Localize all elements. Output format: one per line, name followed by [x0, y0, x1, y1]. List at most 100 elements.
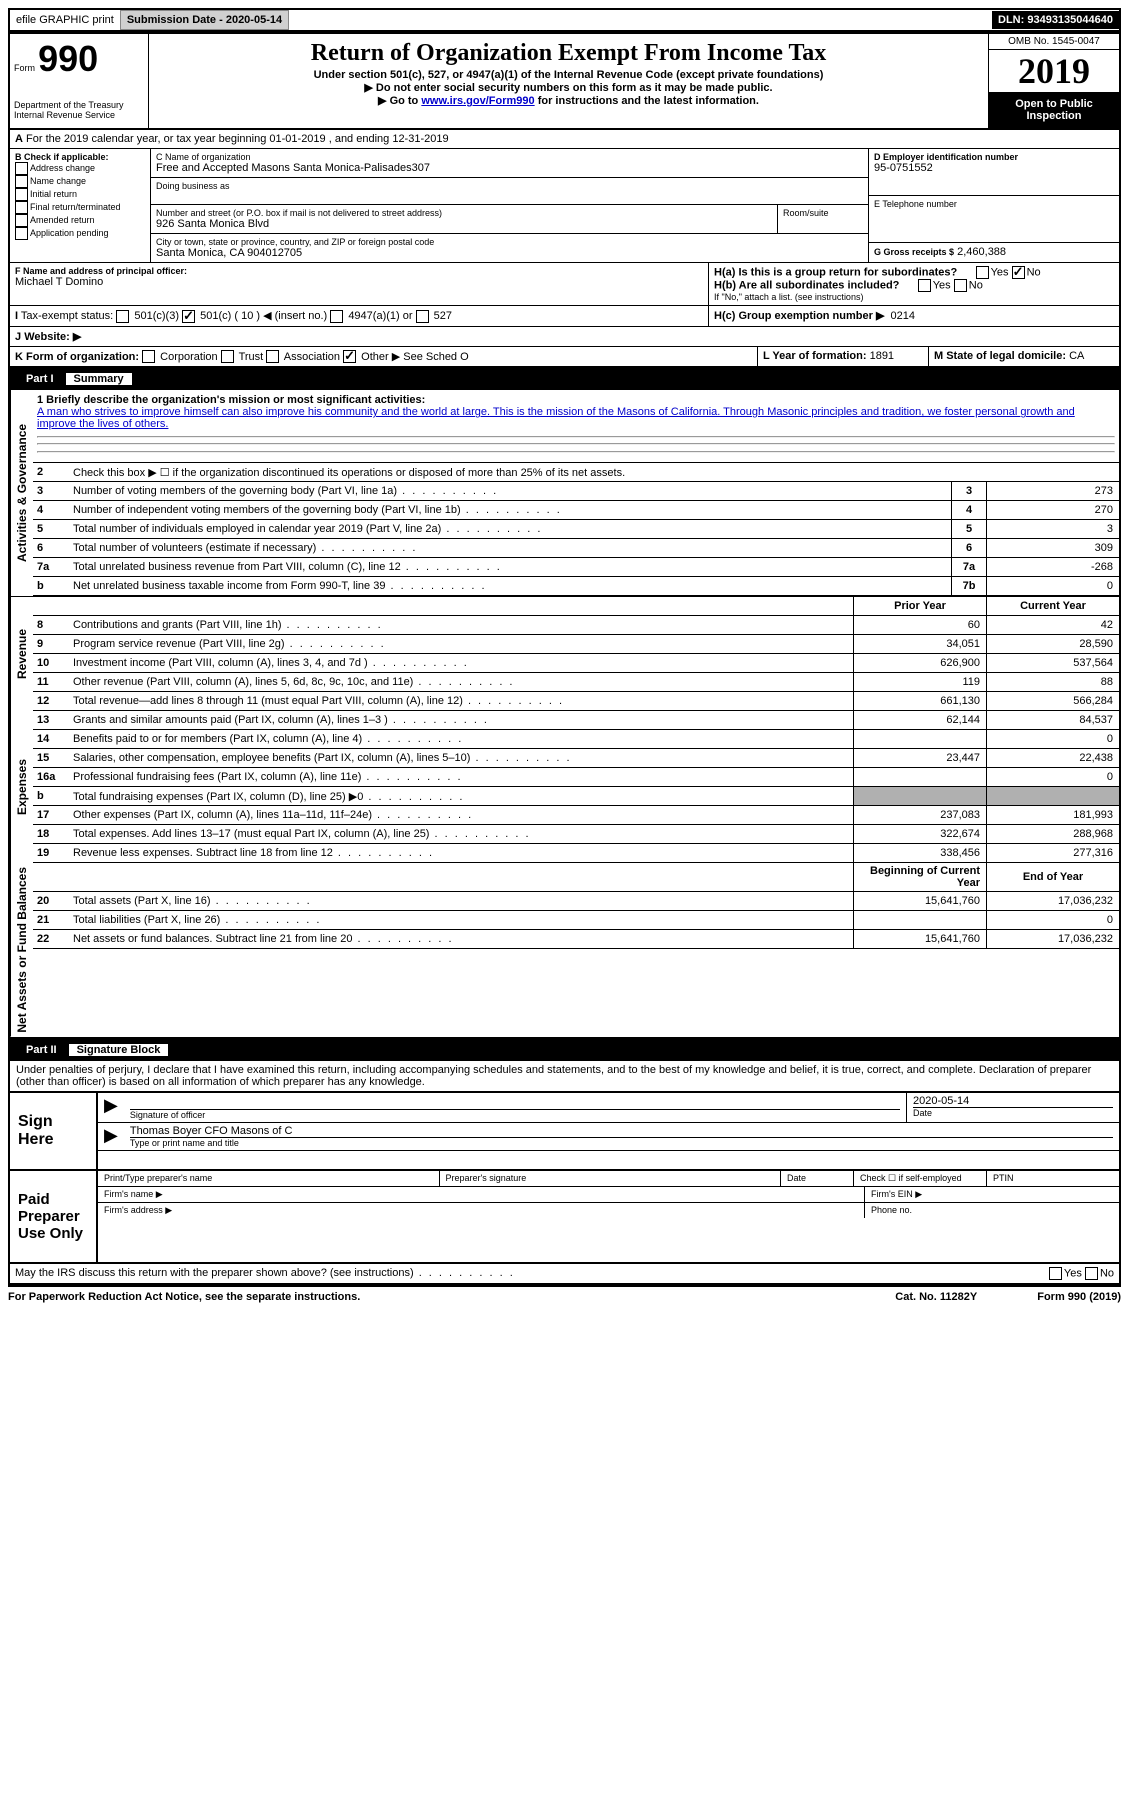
pp-date-label: Date — [781, 1171, 854, 1186]
subtitle-2: ▶ Do not enter social security numbers o… — [153, 81, 984, 94]
efile-label: efile GRAPHIC print — [10, 11, 120, 29]
expenses-section: Expenses 13Grants and similar amounts pa… — [8, 711, 1121, 863]
other-cb[interactable] — [343, 350, 356, 363]
summary-row: bTotal fundraising expenses (Part IX, co… — [33, 787, 1119, 806]
pp-name-label: Print/Type preparer's name — [98, 1171, 440, 1186]
summary-row: 21Total liabilities (Part X, line 26)0 — [33, 911, 1119, 930]
summary-row: 8Contributions and grants (Part VIII, li… — [33, 616, 1119, 635]
group-no-cb[interactable] — [1012, 266, 1025, 279]
goto-prefix: ▶ Go to — [378, 95, 421, 107]
sub-no-cb[interactable] — [954, 279, 967, 292]
summary-row: 9Program service revenue (Part VIII, lin… — [33, 635, 1119, 654]
amended-cb[interactable] — [15, 214, 28, 227]
arrow-icon: ▶ — [98, 1123, 124, 1150]
form-label: Form — [14, 63, 35, 73]
irs-link[interactable]: www.irs.gov/Form990 — [421, 95, 534, 107]
city-label: City or town, state or province, country… — [156, 237, 863, 247]
summary-row: 20Total assets (Part X, line 16)15,641,7… — [33, 892, 1119, 911]
501c-cb[interactable] — [182, 310, 195, 323]
col-header-row: Revenue Prior Year Current Year 8Contrib… — [8, 596, 1121, 711]
name-change-cb[interactable] — [15, 175, 28, 188]
activities-label: Activities & Governance — [10, 390, 33, 596]
pp-sig-label: Preparer's signature — [440, 1171, 782, 1186]
firm-ein-label: Firm's EIN ▶ — [865, 1187, 1119, 1202]
k-label: K Form of organization: — [15, 351, 139, 363]
sign-here-label: Sign Here — [10, 1093, 98, 1169]
discuss-text: May the IRS discuss this return with the… — [10, 1264, 1044, 1283]
dept-treasury: Department of the Treasury Internal Reve… — [14, 100, 144, 120]
website-label: Website: ▶ — [24, 331, 81, 343]
summary-row: 4Number of independent voting members of… — [33, 501, 1119, 520]
revenue-label: Revenue — [10, 597, 33, 711]
current-year-header: Current Year — [986, 597, 1119, 615]
corp-cb[interactable] — [142, 350, 155, 363]
summary-row: 19Revenue less expenses. Subtract line 1… — [33, 844, 1119, 863]
addr-label: Number and street (or P.O. box if mail i… — [156, 208, 772, 218]
summary-row: 10Investment income (Part VIII, column (… — [33, 654, 1119, 673]
final-return-cb[interactable] — [15, 201, 28, 214]
summary-row: 12Total revenue—add lines 8 through 11 (… — [33, 692, 1119, 711]
form-title: Return of Organization Exempt From Incom… — [153, 40, 984, 67]
group-yes-cb[interactable] — [976, 266, 989, 279]
domicile-state: CA — [1069, 350, 1084, 362]
firm-name-label: Firm's name ▶ — [98, 1187, 865, 1202]
part2-header: Part II Signature Block — [8, 1039, 1121, 1061]
submission-date: Submission Date - 2020-05-14 — [120, 10, 289, 30]
ein-value: 95-0751552 — [874, 162, 1114, 174]
summary-row: 6Total number of volunteers (estimate if… — [33, 539, 1119, 558]
summary-row: 15Salaries, other compensation, employee… — [33, 749, 1119, 768]
sig-officer-label: Signature of officer — [130, 1110, 900, 1120]
501c3-cb[interactable] — [116, 310, 129, 323]
org-name-label: C Name of organization — [156, 152, 863, 162]
discuss-row: May the IRS discuss this return with the… — [8, 1264, 1121, 1285]
summary-row: 11Other revenue (Part VIII, column (A), … — [33, 673, 1119, 692]
paid-preparer-block: Paid Preparer Use Only Print/Type prepar… — [8, 1171, 1121, 1264]
fh-block: F Name and address of principal officer:… — [8, 263, 1121, 306]
dln: DLN: 93493135044640 — [992, 11, 1119, 29]
tax-status-label: Tax-exempt status: — [21, 310, 113, 322]
addr-change-cb[interactable] — [15, 162, 28, 175]
initial-return-cb[interactable] — [15, 188, 28, 201]
ein-label: D Employer identification number — [874, 152, 1018, 162]
part1-num: Part I — [18, 373, 62, 385]
b-label: B Check if applicable: — [15, 152, 109, 162]
ij-row: I Tax-exempt status: 501(c)(3) 501(c) ( … — [8, 306, 1121, 327]
summary-row: 17Other expenses (Part IX, column (A), l… — [33, 806, 1119, 825]
prior-year-header: Prior Year — [853, 597, 986, 615]
part1-header: Part I Summary — [8, 368, 1121, 390]
summary-row: bNet unrelated business taxable income f… — [33, 577, 1119, 596]
officer-label: F Name and address of principal officer: — [15, 266, 187, 276]
assoc-cb[interactable] — [266, 350, 279, 363]
pending-cb[interactable] — [15, 227, 28, 240]
527-cb[interactable] — [416, 310, 429, 323]
summary-row: 3Number of voting members of the governi… — [33, 482, 1119, 501]
ptin-label: PTIN — [987, 1171, 1119, 1186]
discuss-no-cb[interactable] — [1085, 1267, 1098, 1280]
year-formation: 1891 — [870, 350, 894, 362]
top-bar: efile GRAPHIC print Submission Date - 20… — [8, 8, 1121, 32]
sign-here-block: Sign Here ▶ Signature of officer 2020-05… — [8, 1091, 1121, 1171]
netassets-label: Net Assets or Fund Balances — [10, 863, 33, 1037]
officer-name: Michael T Domino — [15, 276, 703, 288]
form-number: 990 — [38, 38, 98, 79]
4947-cb[interactable] — [330, 310, 343, 323]
trust-cb[interactable] — [221, 350, 234, 363]
tax-year: 2019 — [989, 50, 1119, 92]
discuss-yes-cb[interactable] — [1049, 1267, 1062, 1280]
org-name: Free and Accepted Masons Santa Monica-Pa… — [156, 162, 863, 174]
summary-row: 16aProfessional fundraising fees (Part I… — [33, 768, 1119, 787]
part1-name: Summary — [66, 373, 132, 385]
arrow-icon: ▶ — [98, 1093, 124, 1122]
summary-row: 5Total number of individuals employed in… — [33, 520, 1119, 539]
hb-note: If "No," attach a list. (see instruction… — [714, 292, 1114, 302]
line-a: A For the 2019 calendar year, or tax yea… — [8, 130, 1121, 149]
sub-yes-cb[interactable] — [918, 279, 931, 292]
hc-label: H(c) Group exemption number ▶ — [714, 310, 884, 322]
cat-no: Cat. No. 11282Y — [895, 1291, 977, 1303]
phone-no-label: Phone no. — [865, 1203, 1119, 1218]
summary-row: 14Benefits paid to or for members (Part … — [33, 730, 1119, 749]
klm-row: K Form of organization: Corporation Trus… — [8, 347, 1121, 369]
summary-row: 18Total expenses. Add lines 13–17 (must … — [33, 825, 1119, 844]
type-print-label: Type or print name and title — [130, 1138, 1113, 1148]
expenses-label: Expenses — [10, 711, 33, 863]
